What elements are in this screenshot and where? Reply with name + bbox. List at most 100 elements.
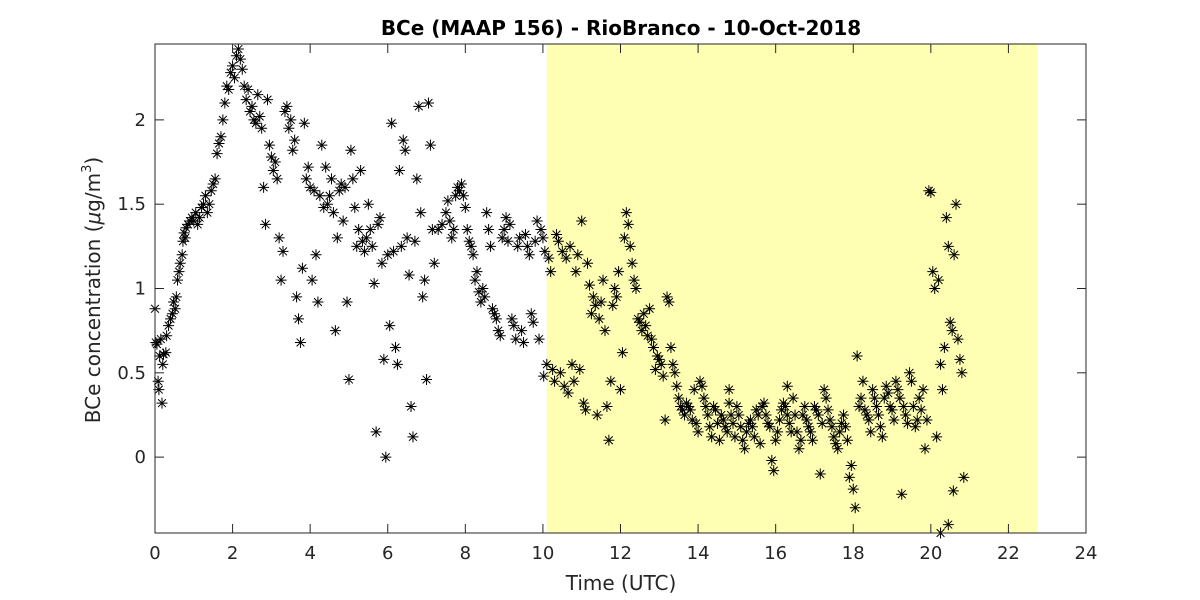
- data-point: [261, 94, 273, 106]
- data-point: [372, 218, 384, 230]
- data-point: [519, 229, 531, 241]
- data-point: [217, 114, 229, 126]
- data-point: [764, 421, 776, 433]
- data-point: [655, 358, 667, 370]
- data-point: [861, 409, 873, 421]
- data-point: [465, 240, 477, 252]
- data-point: [601, 401, 613, 413]
- data-point: [915, 404, 927, 416]
- data-point: [616, 347, 628, 359]
- data-point: [326, 173, 338, 185]
- data-point: [320, 161, 332, 173]
- data-point: [566, 358, 578, 370]
- data-point: [440, 207, 452, 219]
- y-axis-label-unit: g/m: [81, 173, 105, 212]
- data-point: [583, 279, 595, 291]
- data-point: [533, 333, 545, 345]
- data-point: [552, 235, 564, 247]
- data-point: [680, 397, 692, 409]
- data-point: [287, 144, 299, 156]
- data-point: [867, 384, 879, 396]
- data-point: [221, 80, 233, 92]
- data-point: [154, 350, 166, 362]
- data-point: [498, 223, 510, 235]
- x-axis-ticks: 0 2 4 6 8 10 12 14 16 18 20 22 24: [149, 44, 1097, 564]
- data-point: [723, 384, 735, 396]
- data-point: [797, 409, 809, 421]
- data-point: [715, 409, 727, 421]
- data-point: [296, 262, 308, 274]
- data-point: [702, 409, 714, 421]
- data-point: [665, 342, 677, 354]
- data-point: [362, 198, 374, 210]
- data-point: [213, 137, 225, 149]
- data-point: [688, 384, 700, 396]
- x-tick-label: 16: [764, 543, 787, 564]
- data-point: [455, 178, 467, 190]
- data-point: [364, 223, 376, 235]
- data-point: [684, 404, 696, 416]
- data-point: [744, 414, 756, 426]
- data-point: [855, 392, 867, 404]
- data-point: [735, 421, 747, 433]
- data-point: [580, 404, 592, 416]
- data-point: [671, 380, 683, 392]
- data-point: [421, 374, 433, 386]
- x-tick-label: 20: [919, 543, 942, 564]
- data-point: [713, 434, 725, 446]
- data-point: [845, 460, 857, 472]
- data-point: [403, 269, 415, 281]
- data-point: [783, 417, 795, 429]
- data-point: [483, 223, 495, 235]
- data-point: [841, 434, 853, 446]
- data-point: [527, 316, 539, 328]
- data-point: [607, 299, 619, 311]
- data-point: [467, 249, 479, 261]
- data-point: [812, 409, 824, 421]
- data-point: [737, 434, 749, 446]
- x-tick-label: 22: [997, 543, 1020, 564]
- data-point: [331, 232, 343, 244]
- data-point: [632, 313, 644, 325]
- data-point: [457, 190, 469, 202]
- data-point: [801, 414, 813, 426]
- data-point: [298, 117, 310, 129]
- data-point: [952, 333, 964, 345]
- data-point: [876, 431, 888, 443]
- data-point: [622, 218, 634, 230]
- y-axis-label-suffix: ): [81, 157, 105, 165]
- data-point: [940, 212, 952, 224]
- data-point: [246, 100, 258, 112]
- data-point: [603, 434, 615, 446]
- data-point: [229, 72, 241, 84]
- data-point: [376, 257, 388, 269]
- data-point: [494, 330, 506, 342]
- data-point: [851, 350, 863, 362]
- data-point: [267, 164, 279, 176]
- y-axis-label-exponent: 3: [80, 165, 95, 173]
- data-point: [192, 218, 204, 230]
- data-point: [549, 375, 561, 387]
- data-point: [739, 443, 751, 455]
- data-point: [442, 195, 454, 207]
- data-point: [477, 283, 489, 294]
- data-point: [948, 249, 960, 261]
- data-point: [789, 409, 801, 421]
- data-point: [824, 414, 836, 426]
- data-point: [659, 414, 671, 426]
- data-point: [155, 333, 167, 345]
- data-point: [647, 342, 659, 354]
- data-point: [667, 358, 679, 370]
- data-point: [878, 392, 890, 404]
- data-point: [316, 139, 328, 151]
- data-point: [677, 404, 689, 416]
- data-point: [894, 392, 906, 404]
- data-point: [370, 426, 382, 438]
- data-point: [153, 384, 165, 396]
- data-point: [488, 308, 500, 320]
- data-point: [956, 367, 968, 379]
- data-point: [156, 397, 168, 409]
- data-point: [828, 431, 840, 443]
- x-tick-label: 0: [149, 543, 160, 564]
